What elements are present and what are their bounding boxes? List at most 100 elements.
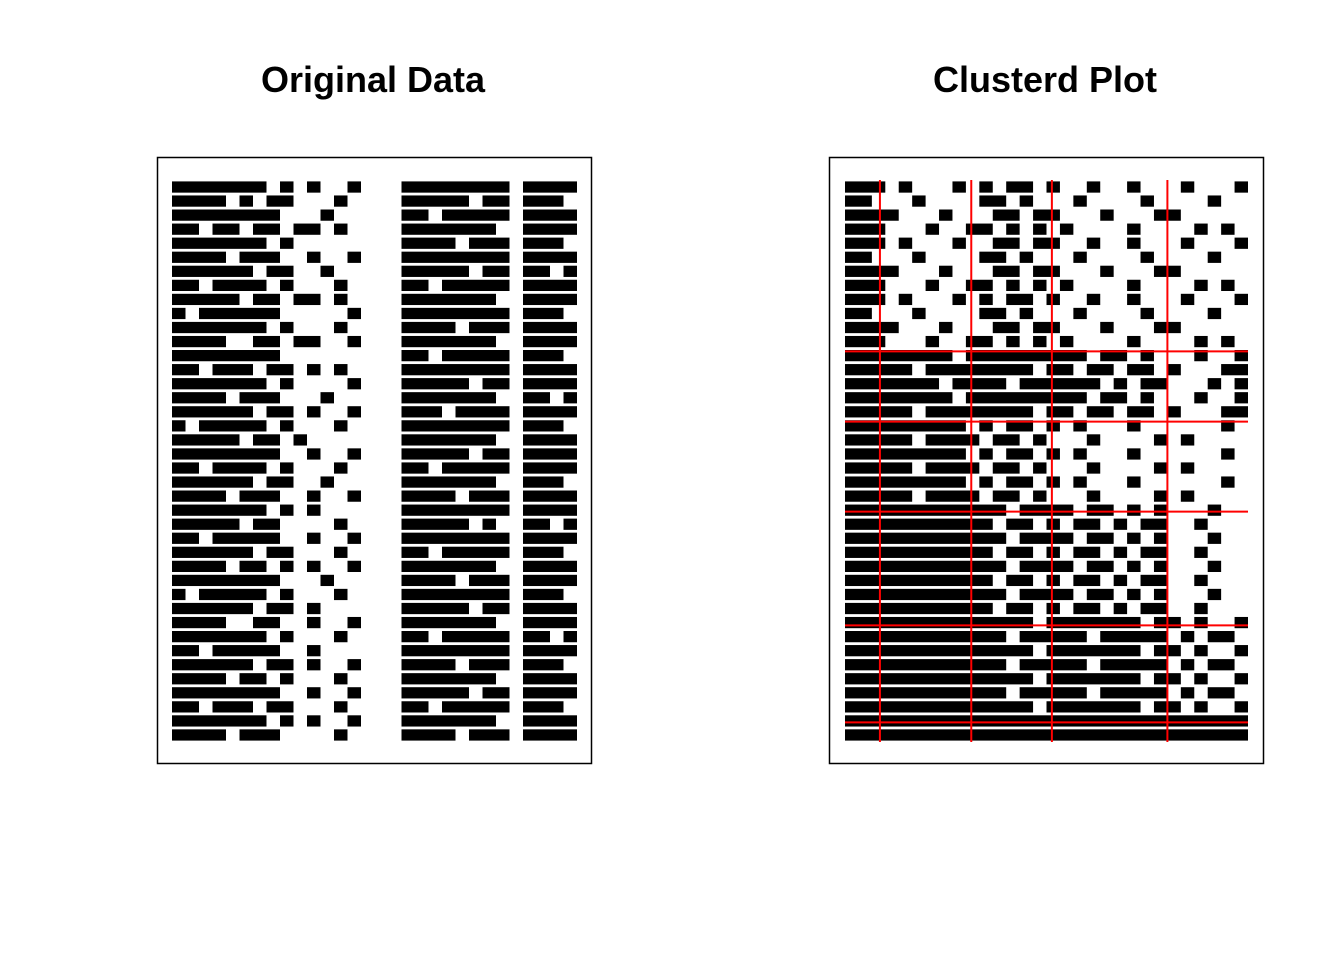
cell-run — [482, 602, 510, 615]
plot-frame — [156, 156, 593, 765]
cell-run — [1073, 307, 1087, 320]
cell-run — [1127, 448, 1141, 460]
cell-run — [898, 181, 913, 193]
cell-run — [401, 574, 456, 587]
cell-run — [845, 335, 886, 348]
cell-run — [172, 420, 186, 432]
cell-run — [307, 504, 321, 516]
cell-run — [1153, 462, 1168, 474]
cell-run — [307, 406, 321, 418]
cell-run — [1194, 673, 1208, 685]
cell-run — [965, 392, 1087, 404]
cell-run — [401, 659, 456, 671]
cell-run — [172, 687, 280, 699]
cell-run — [1086, 462, 1101, 474]
cell-run — [1019, 631, 1087, 643]
cell-run — [172, 631, 267, 643]
cell-run — [172, 406, 253, 418]
cell-run — [401, 307, 510, 320]
cell-run — [952, 237, 966, 249]
cell-run — [347, 490, 361, 502]
cell-run — [1140, 602, 1168, 615]
cell-run — [280, 631, 294, 643]
cell-run — [401, 645, 510, 657]
cell-run — [523, 616, 577, 629]
cell-run — [1100, 209, 1114, 221]
cell-run — [523, 321, 577, 334]
cell-run — [280, 588, 294, 601]
cell-run — [1207, 504, 1222, 516]
cell-run — [1127, 406, 1154, 418]
cell-run — [1019, 195, 1034, 207]
cell-run — [253, 335, 280, 348]
cell-run — [280, 420, 294, 432]
cell-run — [523, 560, 577, 572]
cell-run — [401, 181, 510, 193]
cell-run — [1207, 378, 1222, 390]
cell-run — [239, 251, 280, 263]
cell-run — [172, 729, 226, 741]
cell-run — [1019, 588, 1074, 601]
cell-run — [266, 195, 294, 207]
cell-run — [172, 307, 186, 320]
cell-run — [442, 350, 510, 362]
cell-run — [401, 631, 429, 643]
cell-run — [992, 462, 1020, 474]
cell-run — [401, 335, 496, 348]
cell-run — [979, 293, 993, 306]
cell-run — [266, 406, 294, 418]
cell-run — [1207, 532, 1222, 544]
cell-run — [1006, 546, 1034, 558]
cell-run — [1167, 406, 1181, 418]
cell-run — [845, 392, 953, 404]
cell-run — [401, 434, 496, 446]
cell-run — [1153, 532, 1168, 544]
cell-run — [172, 335, 226, 348]
cell-run — [320, 392, 334, 404]
cell-run — [925, 279, 940, 291]
cell-run — [925, 490, 980, 502]
cell-run — [469, 321, 510, 334]
cell-run — [334, 195, 348, 207]
cell-run — [401, 560, 496, 572]
cell-run — [320, 209, 334, 221]
cell-run — [239, 729, 280, 741]
cell-run — [523, 518, 550, 530]
cell-run — [1100, 265, 1114, 277]
cell-run — [401, 209, 429, 221]
cell-run — [965, 335, 993, 348]
cell-run — [401, 518, 469, 530]
cell-run — [523, 490, 577, 502]
cell-run — [1140, 350, 1154, 362]
cell-run — [523, 701, 564, 713]
cell-run — [1140, 518, 1168, 530]
cell-run — [523, 602, 577, 615]
cell-run — [1033, 237, 1060, 249]
cell-run — [1207, 560, 1222, 572]
cell-run — [172, 293, 240, 306]
cell-run — [1127, 476, 1141, 488]
cell-run — [1033, 490, 1047, 502]
cell-run — [1019, 307, 1034, 320]
cell-run — [1019, 659, 1087, 671]
cell-run — [1033, 462, 1047, 474]
cell-run — [523, 434, 577, 446]
cell-run — [172, 645, 199, 657]
cell-run — [253, 223, 280, 235]
cell-run — [442, 631, 510, 643]
cell-run — [401, 701, 429, 713]
cell-run — [320, 265, 334, 277]
cell-run — [925, 462, 980, 474]
cell-run — [523, 364, 577, 376]
cell-run — [1234, 701, 1248, 713]
cell-run — [523, 237, 564, 249]
cell-run — [401, 223, 496, 235]
cell-run — [1100, 687, 1168, 699]
cell-run — [523, 532, 577, 544]
cell-run — [334, 631, 348, 643]
cell-run — [469, 574, 510, 587]
cell-run — [239, 392, 280, 404]
cell-run — [212, 279, 267, 291]
cell-run — [1086, 237, 1101, 249]
